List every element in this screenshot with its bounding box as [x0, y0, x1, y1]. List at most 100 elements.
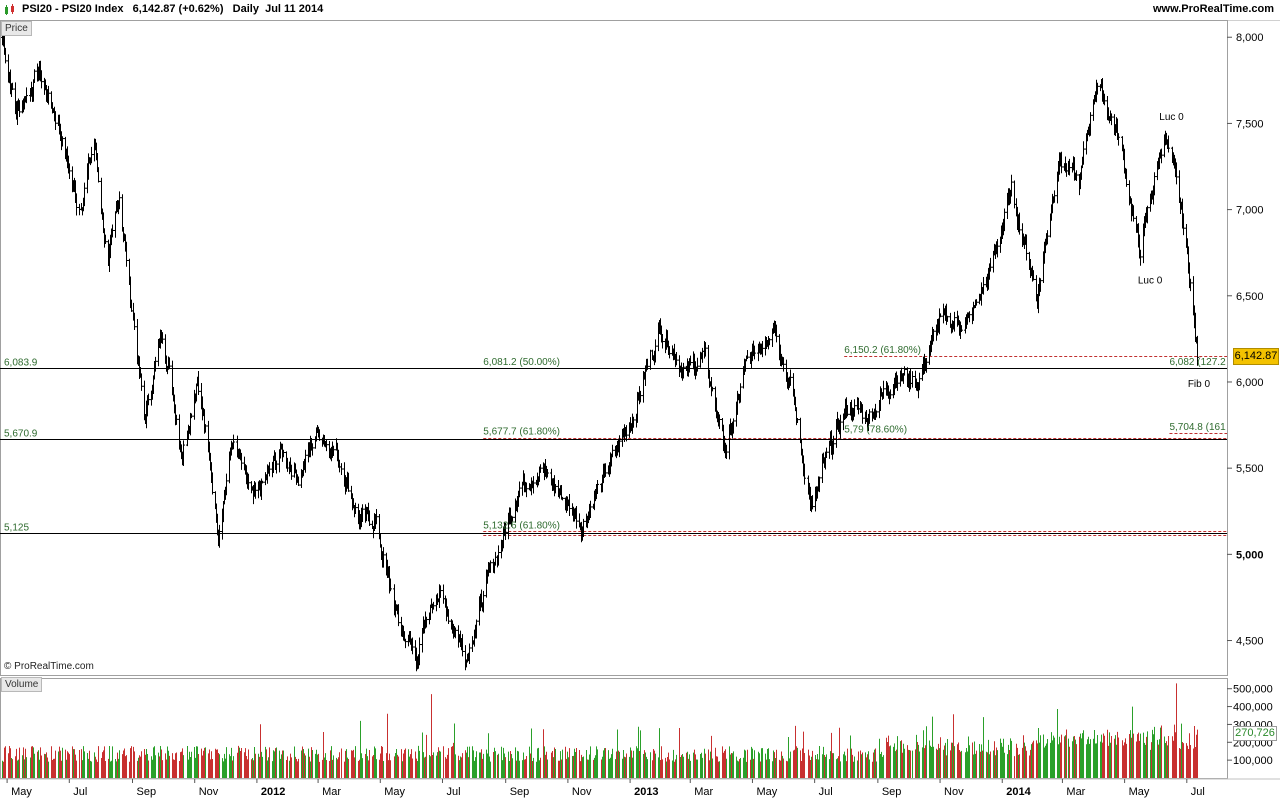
- price-candle: [1175, 162, 1178, 185]
- price-candle: [68, 163, 71, 179]
- price-candle: [646, 358, 649, 370]
- period-label: Daily: [232, 3, 259, 15]
- price-candle: [1039, 278, 1042, 292]
- price-candle: [154, 356, 157, 372]
- price-candle: [582, 518, 585, 538]
- price-candle: [518, 481, 521, 498]
- price-candle: [661, 334, 664, 349]
- price-candle: [118, 191, 121, 210]
- chart-title: PSI20 - PSI20 Index 6,142.87 (+0.62%) Da…: [22, 3, 323, 15]
- price-candle: [218, 524, 221, 548]
- price-candle: [275, 460, 278, 474]
- price-candle: [654, 339, 657, 363]
- price-candle: [375, 508, 378, 525]
- price-candle: [1182, 213, 1185, 236]
- price-candle: [825, 447, 828, 459]
- fib-annotation-label: 6,081.2 (50.00%): [483, 357, 560, 368]
- price-candle: [1003, 208, 1006, 232]
- symbol-name: PSI20 - PSI20 Index: [22, 3, 124, 15]
- price-candle: [739, 383, 742, 403]
- price-candle: [868, 409, 871, 424]
- volume-panel-tag[interactable]: Volume: [1, 677, 43, 692]
- price-candle: [768, 338, 771, 346]
- price-candle: [918, 372, 921, 391]
- price-candle: [753, 345, 756, 360]
- price-candle: [818, 476, 821, 493]
- date-label: Jul 11 2014: [265, 3, 324, 15]
- last-volume-badge: 270,726: [1233, 726, 1277, 741]
- pivot-label: Luc 0: [1138, 276, 1163, 287]
- x-tick-label: Jul: [446, 786, 460, 798]
- price-candle: [968, 311, 971, 323]
- price-candle: [710, 376, 713, 397]
- price-candle: [211, 472, 214, 495]
- price-candle: [1132, 205, 1135, 222]
- volume-bars: [2, 683, 1198, 778]
- volume-tick-label: 400,000: [1233, 702, 1273, 714]
- price-candle: [896, 375, 899, 391]
- price-candle: [497, 545, 500, 566]
- price-candle: [232, 434, 235, 450]
- price-tick-label: 4,500: [1236, 636, 1264, 648]
- price-candle: [325, 439, 328, 452]
- price-candle: [789, 369, 792, 386]
- price-candle: [111, 224, 114, 238]
- price-candle: [11, 82, 14, 91]
- chart-header: PSI20 - PSI20 Index 6,142.87 (+0.62%) Da…: [0, 0, 1280, 21]
- price-candle: [25, 87, 28, 104]
- price-candle: [596, 480, 599, 495]
- price-candle: [725, 444, 728, 459]
- price-candle: [575, 506, 578, 529]
- price-panel-tag[interactable]: Price: [1, 21, 32, 36]
- price-candle: [418, 637, 421, 666]
- price-candle: [1068, 158, 1071, 176]
- price-candle: [561, 496, 564, 501]
- price-candle: [432, 601, 435, 610]
- price-candle: [861, 404, 864, 424]
- price-candle: [604, 463, 607, 477]
- price-candle: [1046, 230, 1049, 245]
- price-candle: [439, 585, 442, 598]
- price-candle: [90, 146, 93, 164]
- price-candle: [75, 193, 78, 216]
- support-level-label: 5,125: [4, 523, 29, 534]
- price-candle: [1096, 82, 1099, 95]
- x-tick-label: Nov: [572, 786, 592, 798]
- price-candle: [746, 349, 749, 359]
- price-candle: [946, 315, 949, 322]
- price-candle: [425, 616, 428, 628]
- price-candle: [853, 399, 856, 417]
- price-candle: [354, 502, 357, 515]
- price-candle: [297, 476, 300, 487]
- price-candle: [18, 100, 21, 118]
- price-candle: [197, 370, 200, 396]
- price-candle: [589, 500, 592, 519]
- price-candle: [147, 393, 150, 406]
- price-candle: [397, 604, 400, 627]
- price-candle: [554, 484, 557, 494]
- price-candle: [611, 444, 614, 458]
- price-candle: [282, 449, 285, 458]
- price-candle: [1153, 172, 1156, 196]
- price-candle: [711, 386, 714, 392]
- price-candle: [1139, 249, 1142, 266]
- price-candle: [696, 357, 699, 372]
- site-link[interactable]: www.ProRealTime.com: [1152, 3, 1274, 15]
- price-candle: [632, 416, 635, 428]
- volume-tick-label: 500,000: [1233, 684, 1273, 696]
- support-levels: 6,083.9 5,670.9 5,125: [0, 356, 1227, 536]
- price-candle: [1103, 93, 1106, 106]
- price-candle: [254, 482, 257, 499]
- price-candle: [347, 472, 350, 492]
- price-tick-label: 7,000: [1236, 205, 1264, 217]
- x-tick-label: 2012: [261, 786, 285, 798]
- price-candle: [732, 418, 735, 434]
- price-candle: [190, 413, 193, 419]
- price-tick-label: 6,000: [1236, 377, 1264, 389]
- grid-layer: [0, 20, 1280, 780]
- price-candle: [996, 238, 999, 258]
- x-tick-label: Nov: [199, 786, 219, 798]
- price-candle: [1075, 170, 1078, 181]
- support-level-label: 6,083.9: [4, 358, 38, 369]
- fib-annotation-label: 5,79 (78.60%): [844, 424, 907, 435]
